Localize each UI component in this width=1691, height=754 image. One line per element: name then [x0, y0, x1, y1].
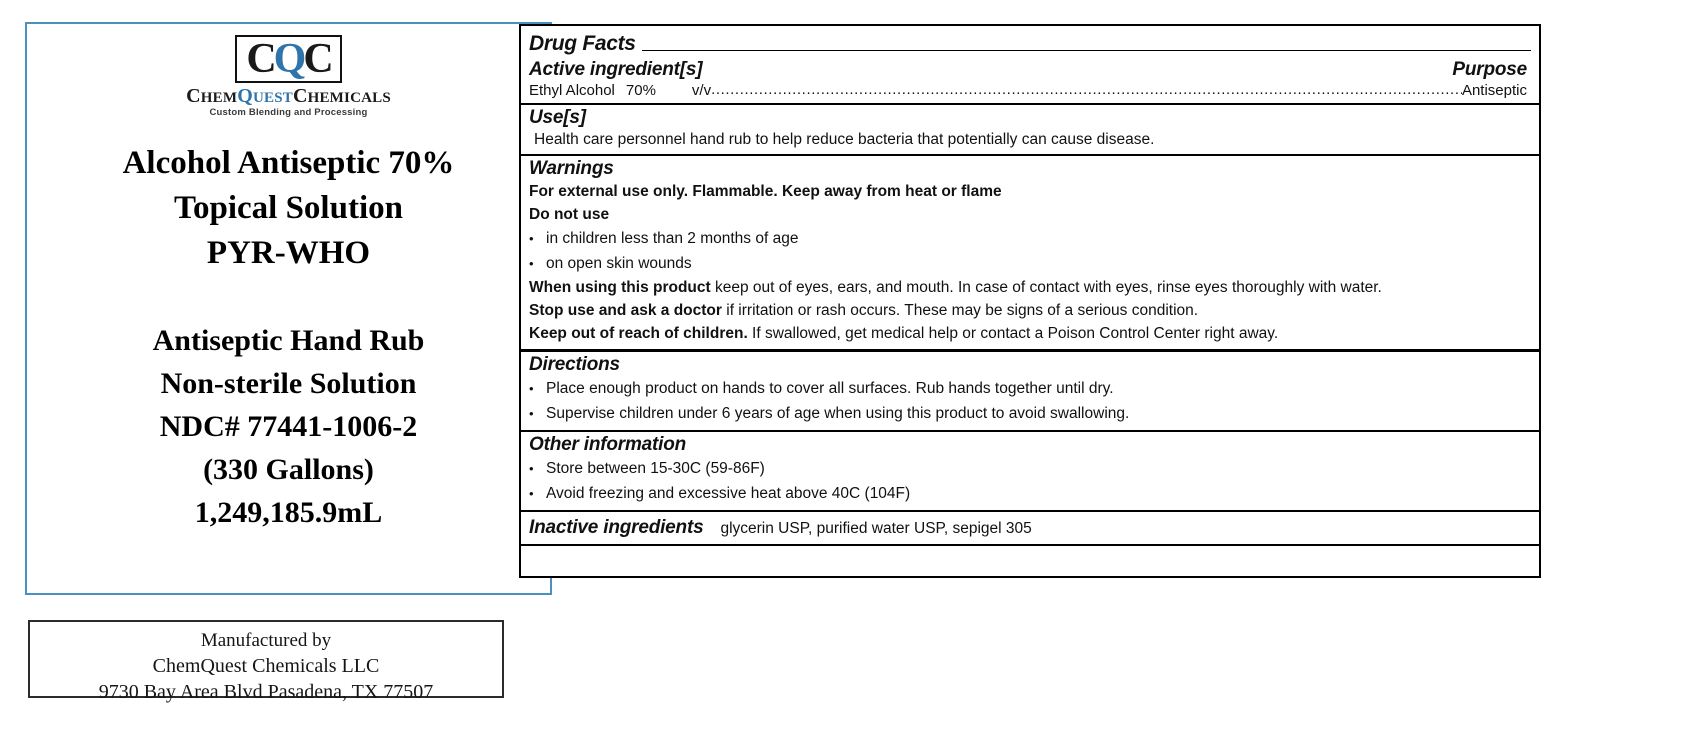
manufactured-by-label: Manufactured by	[200, 630, 332, 651]
drug-facts-title-rule	[641, 50, 1531, 51]
product-title-line-3: PYR-WHO	[206, 235, 371, 272]
product-subtitle-block: Antiseptic Hand Rub Non-sterile Solution…	[27, 319, 550, 534]
cqc-logo-letters: CQC	[246, 36, 333, 82]
inactive-ingredients-section: Inactive ingredients glycerin USP, purif…	[521, 512, 1539, 546]
bullet-icon: •	[529, 256, 534, 271]
active-ingredients-section: Active ingredient[s] Purpose Ethyl Alcoh…	[521, 56, 1539, 105]
do-not-use-item: • in children less than 2 months of age	[529, 226, 1531, 251]
active-ingredient-row: Ethyl Alcohol 70% v/v ..................…	[521, 81, 1539, 103]
product-subtitle-line-2: Non-sterile Solution	[160, 367, 417, 401]
dot-leader: ........................................…	[711, 81, 1462, 98]
active-ingredient-strength: 70%	[625, 82, 656, 99]
drug-facts-panel: Drug Facts Active ingredient[s] Purpose …	[519, 24, 1541, 578]
principal-display-panel: CQC CHEMQUESTCHEMICALS Custom Blending a…	[25, 22, 552, 595]
ndc-number: NDC# 77441-1006-2	[159, 410, 418, 444]
active-ingredient-unit: v/v	[691, 82, 712, 99]
uses-text: Health care personnel hand rub to help r…	[534, 131, 1155, 148]
active-ingredients-heading: Active ingredient[s]	[529, 59, 703, 80]
product-title-line-1: Alcohol Antiseptic 70%	[122, 145, 455, 182]
other-information-item-text: Store between 15-30C (59-86F)	[546, 460, 765, 477]
drug-facts-title: Drug Facts	[529, 32, 636, 55]
other-information-item: • Avoid freezing and excessive heat abov…	[529, 481, 1531, 506]
cqc-logo-icon: CQC	[235, 35, 342, 83]
directions-section: Directions • Place enough product on han…	[521, 352, 1539, 432]
warnings-section: Warnings For external use only. Flammabl…	[521, 156, 1539, 352]
product-subtitle-line-1: Antiseptic Hand Rub	[152, 324, 425, 358]
bullet-icon: •	[529, 406, 534, 421]
product-title-block: Alcohol Antiseptic 70% Topical Solution …	[27, 141, 550, 276]
bullet-icon: •	[529, 461, 534, 476]
drug-facts-blank-row	[521, 546, 1539, 576]
bullet-icon: •	[529, 231, 534, 246]
when-using-warning: When using this product keep out of eyes…	[529, 276, 1531, 299]
inactive-ingredients-heading: Inactive ingredients	[529, 517, 704, 538]
keep-out-text: If swallowed, get medical help or contac…	[747, 325, 1279, 342]
active-ingredient-name: Ethyl Alcohol	[529, 82, 615, 99]
do-not-use-item-text: in children less than 2 months of age	[546, 230, 799, 247]
do-not-use-label: Do not use	[529, 206, 610, 223]
stop-use-lead-in: Stop use and ask a doctor	[529, 302, 722, 319]
volume-gallons: (330 Gallons)	[203, 453, 374, 487]
when-using-text: keep out of eyes, ears, and mouth. In ca…	[710, 279, 1382, 296]
directions-item: • Place enough product on hands to cover…	[529, 376, 1531, 401]
warning-external-use: For external use only. Flammable. Keep a…	[529, 180, 1531, 203]
bullet-icon: •	[529, 486, 534, 501]
other-information-item-text: Avoid freezing and excessive heat above …	[546, 485, 911, 502]
active-ingredients-heading-row: Active ingredient[s] Purpose	[521, 56, 1539, 81]
brand-wordmark: CHEMQUESTCHEMICALS	[186, 84, 391, 107]
purpose-heading: Purpose	[1452, 59, 1527, 80]
purpose-value: Antiseptic	[1461, 82, 1527, 99]
manufacturer-name: ChemQuest Chemicals LLC	[152, 655, 380, 677]
volume-milliliters: 1,249,185.9mL	[194, 496, 383, 530]
stop-use-text: if irritation or rash occurs. These may …	[721, 302, 1199, 319]
uses-section: Use[s] Health care personnel hand rub to…	[521, 105, 1539, 156]
product-title-line-2: Topical Solution	[174, 190, 403, 227]
keep-out-of-reach-warning: Keep out of reach of children. If swallo…	[529, 322, 1531, 345]
other-information-section: Other information • Store between 15-30C…	[521, 432, 1539, 512]
other-information-item: • Store between 15-30C (59-86F)	[529, 456, 1531, 481]
keep-out-lead-in: Keep out of reach of children.	[529, 325, 748, 342]
warnings-heading: Warnings	[529, 158, 614, 179]
manufacturer-box: Manufactured by ChemQuest Chemicals LLC …	[28, 620, 504, 703]
warning-external-use-text: For external use only. Flammable. Keep a…	[529, 183, 1002, 200]
do-not-use-item-text: on open skin wounds	[546, 255, 692, 272]
directions-item: • Supervise children under 6 years of ag…	[529, 401, 1531, 426]
do-not-use-heading: Do not use	[529, 203, 1531, 226]
bullet-icon: •	[529, 381, 534, 396]
inactive-ingredients-row: Inactive ingredients glycerin USP, purif…	[521, 512, 1539, 544]
stop-use-warning: Stop use and ask a doctor if irritation …	[529, 299, 1531, 322]
do-not-use-item: • on open skin wounds	[529, 251, 1531, 276]
inactive-ingredients-list: glycerin USP, purified water USP, sepige…	[720, 520, 1032, 537]
directions-heading: Directions	[529, 354, 620, 375]
directions-item-text: Place enough product on hands to cover a…	[546, 380, 1114, 397]
uses-heading: Use[s]	[529, 107, 586, 128]
other-information-heading: Other information	[529, 434, 687, 455]
when-using-lead-in: When using this product	[529, 279, 711, 296]
drug-facts-title-row: Drug Facts	[521, 26, 1539, 56]
manufacturer-address: 9730 Bay Area Blvd Pasadena, TX 77507	[98, 681, 434, 703]
directions-item-text: Supervise children under 6 years of age …	[546, 405, 1130, 422]
brand-logo: CQC CHEMQUESTCHEMICALS Custom Blending a…	[27, 35, 550, 117]
brand-tagline: Custom Blending and Processing	[209, 106, 368, 118]
